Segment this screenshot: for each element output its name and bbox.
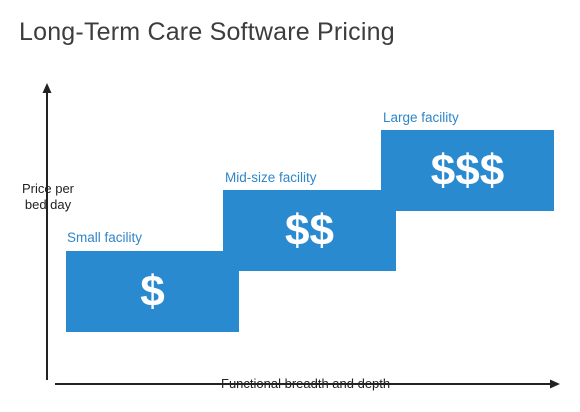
tier-label-large: Large facility bbox=[383, 110, 459, 125]
tier-label-mid: Mid-size facility bbox=[225, 170, 317, 185]
page-title: Long-Term Care Software Pricing bbox=[19, 18, 395, 46]
y-axis-label: Price per bed day bbox=[21, 181, 75, 212]
tier-label-small: Small facility bbox=[67, 230, 143, 245]
x-axis-arrowhead bbox=[550, 379, 560, 389]
price-symbol-large: $$$ bbox=[430, 145, 505, 195]
tier-box-mid: $$ bbox=[223, 190, 396, 271]
tier-box-small: $ bbox=[66, 251, 239, 332]
price-symbol-mid: $$ bbox=[285, 205, 334, 255]
tier-box-large: $$$ bbox=[381, 130, 554, 211]
y-axis-arrowhead bbox=[42, 83, 52, 93]
x-axis-label: Functional breadth and depth bbox=[221, 376, 391, 391]
price-symbol-small: $ bbox=[140, 266, 165, 316]
